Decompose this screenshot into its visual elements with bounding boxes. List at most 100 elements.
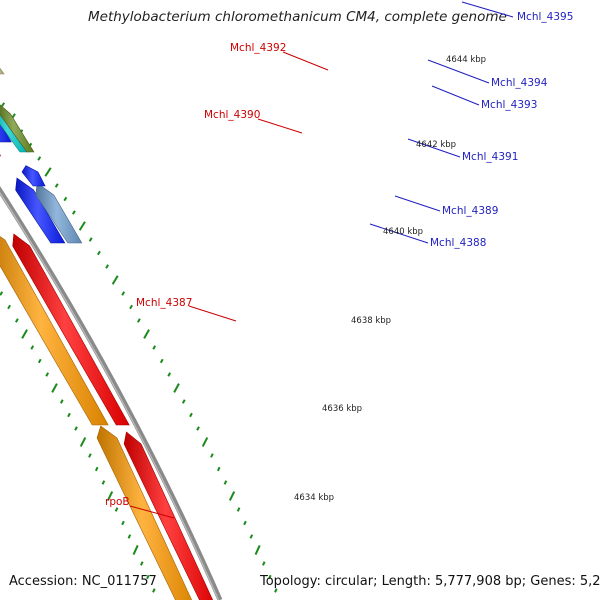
tick-mark <box>121 291 126 296</box>
leader-line <box>188 305 237 322</box>
gene-labels: Mchl_4395 Mchl_4394 Mchl_4393 Mchl_4391 Mchl… <box>105 1 573 519</box>
tick-mark <box>216 466 221 472</box>
leader-line <box>427 59 490 84</box>
tick-mark <box>236 507 241 512</box>
tick-mark <box>210 453 214 458</box>
tick-mark <box>59 399 64 404</box>
tick-mark <box>97 250 101 256</box>
gene-rpob-orange <box>96 425 193 600</box>
genome-title: Methylobacterium chloromethanicum CM4, c… <box>88 9 507 25</box>
tick-mark <box>21 329 28 339</box>
genome-summary-text: Topology: circular; Length: 5,777,908 bp… <box>260 574 600 589</box>
backbone-highlight <box>0 191 220 600</box>
tick-mark <box>30 345 35 350</box>
tick-mark <box>228 491 236 501</box>
tick-mark <box>146 574 150 580</box>
tick-mark <box>79 437 87 447</box>
tick-mark <box>201 437 209 447</box>
tick-labels: 4644 kbp 4642 kbp 4640 kbp 4638 kbp 4636 kbp… <box>294 55 486 503</box>
tick-label: 4638 kbp <box>351 316 391 326</box>
tick-mark <box>159 358 164 364</box>
tick-mark <box>152 588 156 593</box>
tick-mark <box>94 466 99 472</box>
tick-mark <box>1 102 6 107</box>
tick-label: 4640 kbp <box>383 227 423 237</box>
tick-mark <box>67 412 71 418</box>
tick-mark <box>181 399 186 404</box>
tick-mark <box>37 156 42 161</box>
tick-mark <box>37 358 42 364</box>
gene-features <box>0 67 214 600</box>
gene-label-forward: Mchl_4391 <box>462 151 518 163</box>
gene-label-reverse: Mchl_4392 <box>230 42 286 54</box>
tick-mark <box>262 561 266 566</box>
tick-mark <box>7 304 11 310</box>
tick-mark <box>71 210 76 215</box>
leader-line <box>394 195 441 212</box>
tick-mark <box>223 480 228 485</box>
tick-mark <box>249 534 254 539</box>
leader-line <box>129 505 175 519</box>
tick-mark <box>173 383 180 393</box>
tick-mark <box>254 545 261 555</box>
backbone-line <box>0 185 223 600</box>
tick-mark <box>63 196 68 202</box>
tick-mark <box>140 561 144 566</box>
gene-mchl-4388 <box>35 182 83 244</box>
tick-mark <box>137 318 141 323</box>
backbone-path <box>0 185 223 600</box>
leader-line <box>257 118 303 134</box>
tick-marks <box>0 102 278 593</box>
gene-mchl-4389 <box>15 177 66 244</box>
tick-mark <box>129 304 133 310</box>
gene-mchl-4387-red <box>12 233 130 426</box>
tick-mark <box>51 383 58 393</box>
tick-mark <box>274 588 278 593</box>
gene-mchl-4387-orange <box>0 236 109 426</box>
accession-text: Accession: NC_011757 <box>9 574 157 589</box>
tick-mark <box>243 520 247 526</box>
tick-label: 4642 kbp <box>416 140 456 150</box>
gene-blue-small <box>21 165 46 187</box>
tick-mark <box>143 329 150 339</box>
tick-label: 4644 kbp <box>446 55 486 65</box>
tick-mark <box>88 237 93 242</box>
tick-mark <box>268 574 272 580</box>
tick-mark <box>121 520 125 526</box>
tick-mark <box>15 318 19 323</box>
leader-line <box>431 85 480 106</box>
tick-mark <box>132 545 139 555</box>
gene-mchl-4391-olive <box>0 104 35 153</box>
gene-mchl-4390-red <box>0 154 2 157</box>
tick-mark <box>167 372 172 377</box>
tick-mark <box>127 534 132 539</box>
tick-mark <box>0 291 4 296</box>
tick-mark <box>45 372 50 377</box>
tick-mark <box>152 345 157 350</box>
gene-label-reverse: rpoB <box>105 496 130 508</box>
gene-label-forward: Mchl_4394 <box>491 77 548 89</box>
tick-mark <box>54 183 59 188</box>
leader-line <box>461 1 514 18</box>
tick-mark <box>74 426 78 431</box>
tick-label: 4634 kbp <box>294 493 334 503</box>
leader-line <box>369 223 429 244</box>
tick-mark <box>78 221 86 231</box>
gene-label-forward: Mchl_4389 <box>442 205 498 217</box>
gene-mchl-4394 <box>0 67 5 75</box>
leader-line <box>282 51 329 71</box>
gene-label-forward: Mchl_4395 <box>517 11 573 23</box>
tick-mark <box>111 275 119 285</box>
tick-mark <box>101 480 106 485</box>
gene-label-reverse: Mchl_4387 <box>136 297 192 309</box>
tick-mark <box>44 167 52 177</box>
gene-label-reverse: Mchl_4390 <box>204 109 260 121</box>
gene-label-forward: Mchl_4388 <box>430 237 486 249</box>
tick-mark <box>189 412 193 418</box>
gene-label-forward: Mchl_4393 <box>481 99 537 111</box>
tick-mark <box>105 264 110 269</box>
leader-line <box>407 138 461 158</box>
tick-mark <box>106 491 114 501</box>
tick-label: 4636 kbp <box>322 404 362 414</box>
